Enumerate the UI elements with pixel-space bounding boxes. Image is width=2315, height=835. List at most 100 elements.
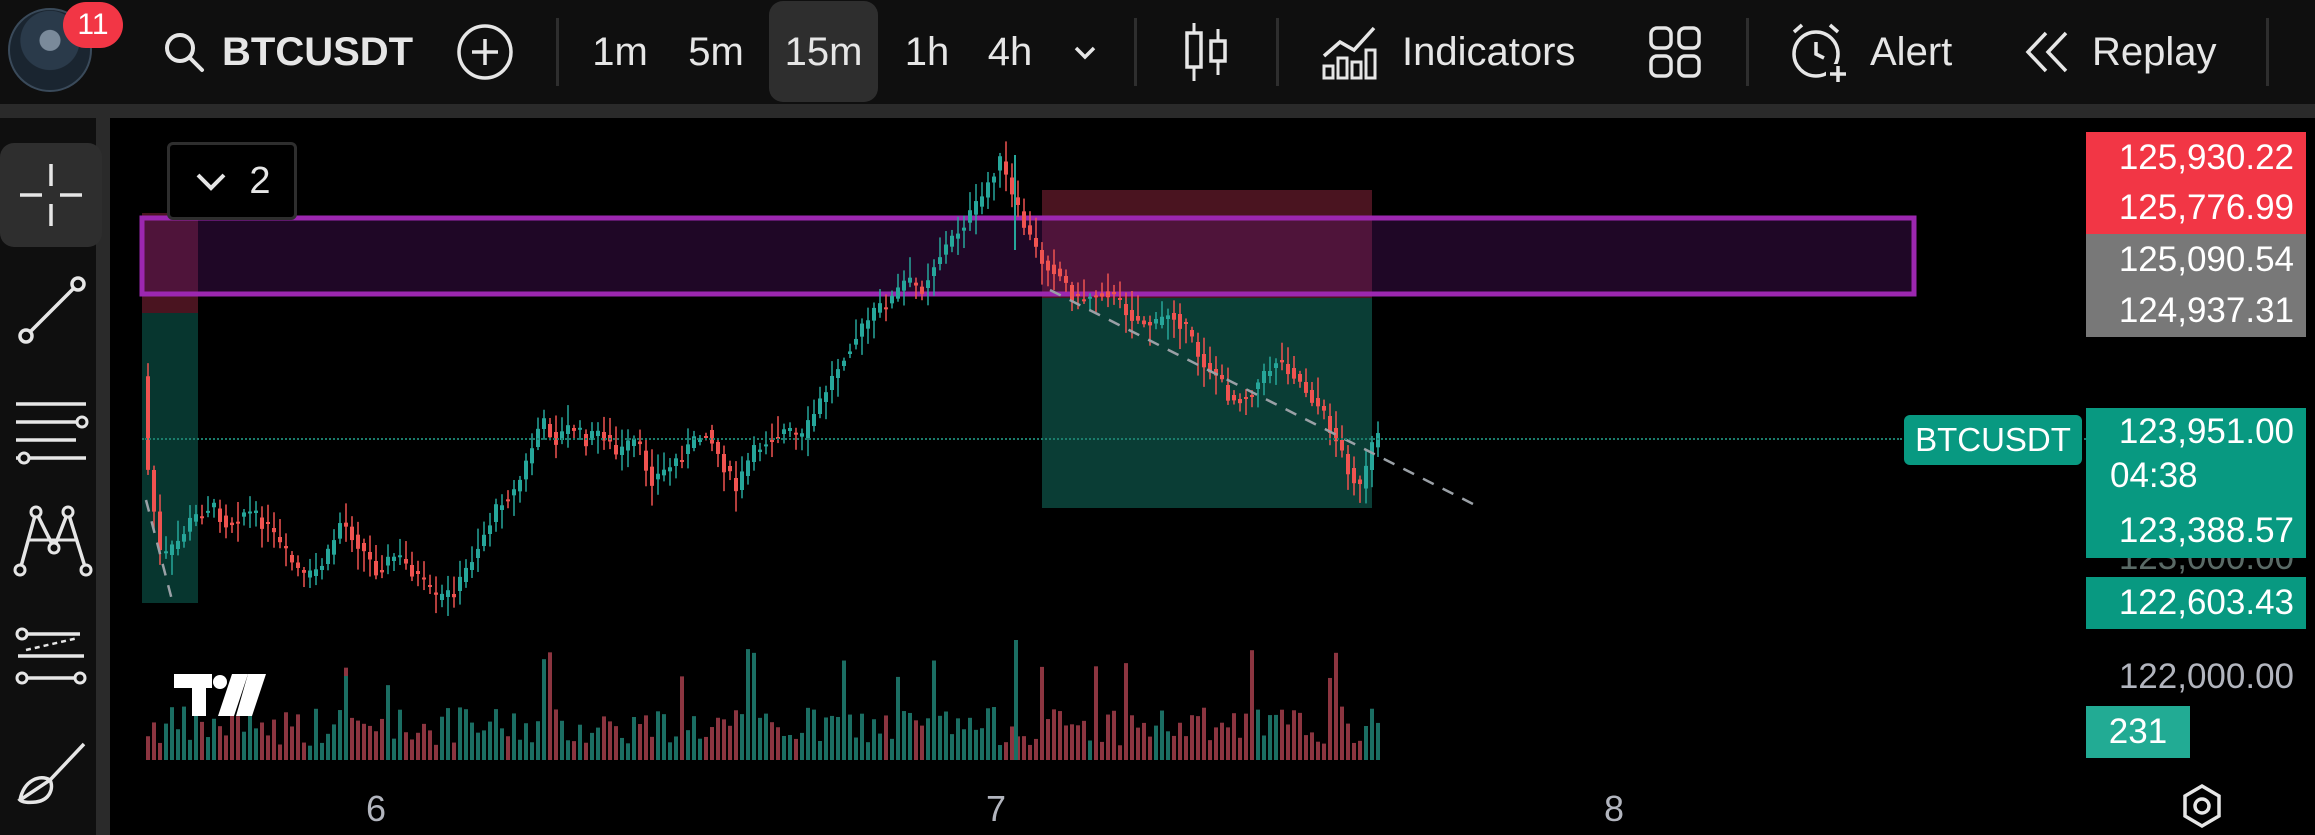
volume-bar bbox=[1310, 732, 1314, 760]
volume-bar bbox=[1244, 713, 1248, 760]
volume-bar bbox=[518, 739, 522, 760]
notification-badge: 11 bbox=[63, 2, 123, 48]
candle bbox=[614, 445, 618, 455]
candle bbox=[584, 434, 588, 447]
volume-bar bbox=[752, 652, 756, 760]
volume-bar bbox=[344, 676, 348, 760]
active-timeframe-highlight bbox=[769, 1, 878, 102]
candle bbox=[812, 414, 816, 426]
price-chart[interactable] bbox=[110, 118, 2315, 835]
volume-bar bbox=[248, 675, 252, 760]
candle bbox=[302, 570, 306, 573]
timeframe-1m[interactable]: 1m bbox=[592, 30, 648, 74]
timeframe-5m[interactable]: 5m bbox=[688, 30, 744, 74]
volume-bar bbox=[848, 714, 852, 760]
legend-toggle-button[interactable]: 2 bbox=[167, 142, 297, 220]
current-price: 123,951.00 bbox=[2118, 412, 2294, 451]
grid-layout-icon bbox=[1649, 26, 1701, 78]
volume-bar bbox=[812, 709, 816, 760]
candle bbox=[230, 522, 234, 526]
divider bbox=[556, 18, 559, 86]
timeframe-1h[interactable]: 1h bbox=[904, 30, 950, 74]
candle bbox=[494, 504, 498, 522]
price-scale-label: 125,930.22 bbox=[2086, 132, 2306, 184]
volume-bar bbox=[704, 736, 708, 760]
candle bbox=[260, 517, 264, 529]
volume-bar bbox=[866, 742, 870, 760]
candle bbox=[194, 514, 198, 522]
forecast-lines-tool[interactable] bbox=[6, 610, 96, 700]
candle bbox=[452, 594, 456, 598]
volume-bar bbox=[878, 733, 882, 760]
volume-bar bbox=[860, 713, 864, 760]
indicators-button[interactable]: Indicators bbox=[1320, 0, 1575, 104]
chevron-down-icon bbox=[1074, 46, 1096, 60]
volume-bar bbox=[1358, 740, 1362, 760]
candle bbox=[470, 562, 474, 570]
candle bbox=[1052, 264, 1056, 275]
volume-bar bbox=[1172, 735, 1176, 760]
volume-bar bbox=[1280, 709, 1284, 760]
volume-bar bbox=[218, 726, 222, 760]
volume-bar bbox=[182, 706, 186, 760]
volume-bar bbox=[464, 709, 468, 760]
timeframe-dropdown[interactable] bbox=[1070, 0, 1100, 104]
symbol-name: BTCUSDT bbox=[222, 29, 414, 74]
candle bbox=[1076, 294, 1080, 296]
candle bbox=[1358, 479, 1362, 485]
alert-button[interactable]: Alert bbox=[1786, 0, 1952, 104]
volume-bar bbox=[1256, 709, 1260, 760]
volume-bar bbox=[290, 726, 294, 760]
horizontal-lines-tool[interactable] bbox=[6, 386, 96, 476]
candle bbox=[1286, 364, 1290, 375]
volume-bar bbox=[1112, 710, 1116, 760]
volume-bar bbox=[320, 742, 324, 760]
candle bbox=[224, 515, 228, 528]
layouts-button[interactable] bbox=[1648, 0, 1702, 104]
time-axis-label: 7 bbox=[986, 788, 1007, 829]
volume-bar bbox=[770, 722, 774, 760]
candle bbox=[212, 502, 216, 508]
candle bbox=[458, 576, 462, 591]
brush-tool[interactable] bbox=[6, 730, 96, 820]
candle bbox=[512, 489, 516, 496]
chart-pane[interactable] bbox=[110, 118, 2315, 835]
volume-bar bbox=[194, 708, 198, 760]
candle bbox=[158, 511, 162, 551]
candle bbox=[794, 432, 798, 435]
volume-bar bbox=[314, 708, 318, 760]
volume-bar bbox=[1070, 724, 1074, 760]
candle bbox=[686, 444, 690, 454]
volume-bar bbox=[788, 734, 792, 760]
divider bbox=[1746, 18, 1749, 86]
candle bbox=[398, 555, 402, 558]
candle bbox=[386, 556, 390, 566]
trend-line-tool[interactable] bbox=[6, 266, 96, 356]
volume-bar bbox=[1298, 712, 1302, 760]
price-scale-label: 122,603.43 bbox=[2086, 577, 2306, 629]
candle bbox=[1166, 315, 1170, 319]
crosshair-tool[interactable] bbox=[6, 150, 96, 240]
candle bbox=[848, 351, 852, 354]
candle bbox=[1046, 260, 1050, 271]
settings-icon[interactable] bbox=[2178, 782, 2226, 830]
candle bbox=[692, 436, 696, 448]
replay-button[interactable]: Replay bbox=[2020, 0, 2217, 104]
volume-bar bbox=[1220, 722, 1224, 760]
chart-type-button[interactable] bbox=[1180, 0, 1232, 104]
volume-bar bbox=[1064, 725, 1068, 760]
candle bbox=[716, 442, 720, 454]
volume-bar bbox=[236, 716, 240, 760]
volume-bar bbox=[1184, 736, 1188, 760]
timeframe-4h[interactable]: 4h bbox=[987, 30, 1033, 74]
candle bbox=[434, 592, 438, 595]
candle bbox=[578, 427, 582, 430]
timeframe-15m[interactable]: 15m bbox=[784, 30, 863, 74]
volume-bar bbox=[1148, 736, 1152, 760]
tradingview-logo bbox=[174, 674, 266, 716]
candle bbox=[416, 571, 420, 575]
compare-symbol-button[interactable] bbox=[454, 0, 516, 104]
candle bbox=[1238, 399, 1242, 404]
pattern-tool[interactable] bbox=[6, 494, 96, 584]
symbol-search[interactable]: BTCUSDT bbox=[160, 0, 413, 104]
